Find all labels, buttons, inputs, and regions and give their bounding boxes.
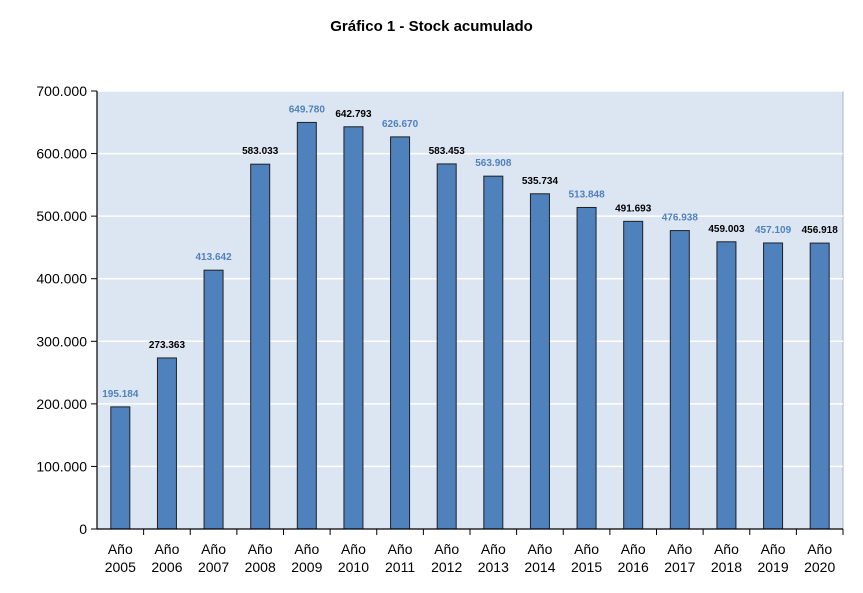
x-category-label: Año — [154, 541, 179, 557]
y-tick-label: 700.000 — [36, 83, 87, 99]
y-tick-label: 200.000 — [36, 396, 87, 412]
bar — [436, 163, 457, 530]
data-label: 457.109 — [755, 225, 792, 236]
data-label: 459.003 — [708, 224, 745, 235]
bar — [156, 357, 177, 530]
x-category-label: Año — [434, 541, 459, 557]
x-category-label: 2011 — [385, 559, 415, 575]
x-category-label: 2014 — [524, 559, 555, 575]
bar — [296, 121, 317, 530]
y-tick-label: 400.000 — [36, 271, 87, 287]
x-category-label: Año — [201, 541, 226, 557]
data-label: 649.780 — [289, 104, 326, 115]
data-label: 195.184 — [102, 389, 139, 400]
bar — [343, 126, 364, 530]
x-category-label: 2007 — [198, 559, 229, 575]
x-category-label: 2013 — [478, 559, 509, 575]
data-label: 583.033 — [242, 146, 279, 157]
x-category-label: Año — [621, 541, 646, 557]
data-label: 583.453 — [429, 146, 466, 157]
x-category-label: Año — [667, 541, 692, 557]
bar — [623, 220, 644, 530]
x-category-label: Año — [341, 541, 366, 557]
x-category-label: Año — [714, 541, 739, 557]
bar — [483, 175, 504, 530]
data-label: 456.918 — [802, 225, 839, 236]
bar — [669, 230, 690, 530]
x-category-label: Año — [294, 541, 319, 557]
y-tick-label: 300.000 — [36, 333, 87, 349]
x-category-label: 2010 — [338, 559, 369, 575]
data-label: 535.734 — [522, 176, 559, 187]
x-category-label: Año — [807, 541, 832, 557]
x-category-label: 2016 — [618, 559, 649, 575]
y-tick-label: 500.000 — [36, 208, 87, 224]
x-category-label: 2018 — [711, 559, 742, 575]
x-category-label: 2017 — [664, 559, 695, 575]
x-category-label: 2006 — [151, 559, 182, 575]
x-category-label: 2012 — [431, 559, 462, 575]
x-category-label: Año — [388, 541, 413, 557]
bar — [203, 269, 224, 530]
bar — [390, 136, 411, 530]
x-category-label: Año — [527, 541, 552, 557]
x-category-label: 2008 — [245, 559, 276, 575]
x-category-label: 2009 — [291, 559, 322, 575]
x-category-label: Año — [761, 541, 786, 557]
bar — [716, 241, 737, 530]
bar — [250, 163, 271, 530]
data-label: 413.642 — [195, 252, 232, 263]
y-tick-label: 600.000 — [36, 146, 87, 162]
data-label: 642.793 — [335, 109, 372, 120]
y-tick-label: 100.000 — [36, 458, 87, 474]
data-label: 273.363 — [149, 340, 186, 351]
x-category-label: 2019 — [757, 559, 788, 575]
bar — [763, 242, 784, 530]
bar — [110, 406, 131, 530]
data-label: 476.938 — [662, 213, 699, 224]
x-category-label: Año — [108, 541, 133, 557]
chart-title: Gráfico 1 - Stock acumulado — [330, 18, 533, 35]
x-category-label: Año — [574, 541, 599, 557]
x-category-label: 2005 — [105, 559, 136, 575]
data-label: 563.908 — [475, 158, 512, 169]
x-category-label: Año — [481, 541, 506, 557]
x-category-label: Año — [248, 541, 273, 557]
data-label: 626.670 — [382, 119, 419, 130]
data-label: 491.693 — [615, 203, 652, 214]
bar — [529, 193, 550, 530]
y-tick-label: 0 — [79, 521, 87, 537]
data-label: 513.848 — [568, 189, 605, 200]
bar — [809, 242, 830, 530]
x-category-label: 2015 — [571, 559, 602, 575]
x-category-label: 2020 — [804, 559, 835, 575]
bar — [576, 206, 597, 530]
